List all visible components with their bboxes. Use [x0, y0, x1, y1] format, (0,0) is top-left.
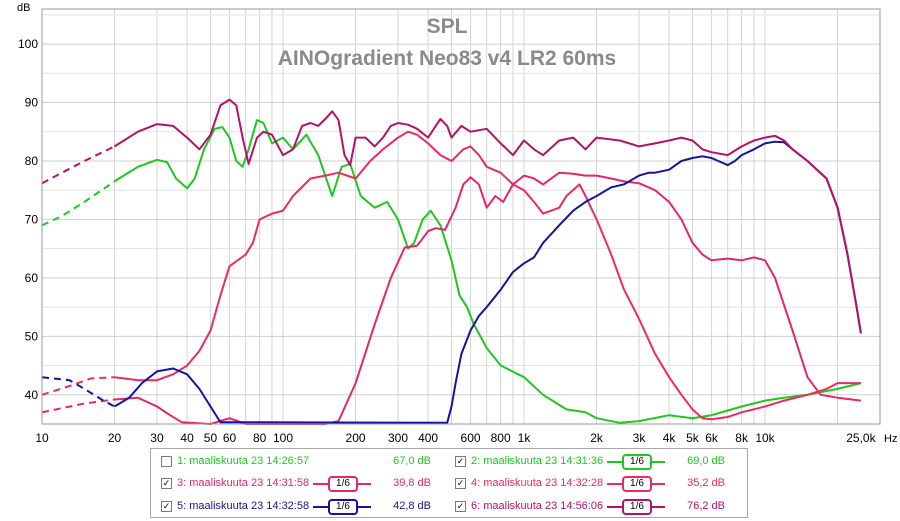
series-line-s5-extrapolated — [41, 376, 115, 408]
x-axis-unit-label: Hz — [884, 433, 897, 445]
x-tick-label: 800 — [491, 431, 511, 445]
x-tick-label: 40 — [180, 431, 194, 445]
x-tick-label: 10 — [35, 431, 49, 445]
grid — [41, 9, 881, 424]
x-tick-label: 1k — [518, 431, 532, 445]
y-tick-label: 40 — [25, 388, 39, 402]
legend-checkbox[interactable]: ✓ — [455, 455, 466, 467]
series-line-s6 — [113, 98, 862, 334]
y-tick-label: 70 — [25, 212, 39, 226]
x-tick-label: 400 — [418, 431, 438, 445]
smoothing-label: 1/6 — [622, 476, 652, 492]
x-tick-label: 4k — [663, 431, 677, 445]
legend-value: 42,8 dB — [393, 500, 431, 512]
x-tick-label: 30 — [150, 431, 164, 445]
series-line-s2-extrapolated — [41, 180, 116, 227]
chart-subtitle: AINOgradient Neo83 v4 LR2 60ms — [278, 47, 616, 70]
legend-label: 2: maaliskuuta 23 14:31:36 — [471, 455, 604, 467]
legend-item-s6[interactable]: ✓ 6: maaliskuuta 23 14:56:06 1/6 76,2 dB — [455, 498, 739, 515]
x-tick-label: 100 — [273, 431, 293, 445]
y-tick-label: 60 — [25, 271, 39, 285]
x-tick-label: 8k — [735, 431, 749, 445]
smoothing-label: 1/6 — [622, 499, 652, 515]
x-tick-label: 6k — [705, 431, 719, 445]
plot-frame — [41, 8, 881, 425]
smoothing-label: 1/6 — [328, 499, 358, 515]
x-tick-label: 50 — [204, 431, 218, 445]
legend-label: 5: maaliskuuta 23 14:32:58 — [177, 500, 310, 512]
x-tick-label: 5k — [686, 431, 700, 445]
legend-item-s4[interactable]: ✓ 4: maaliskuuta 23 14:32:28 1/6 35,2 dB — [455, 475, 739, 492]
chart-title: SPL — [427, 15, 468, 38]
smoothing-label: 1/6 — [328, 476, 358, 492]
series-line-s4-extrapolated — [41, 376, 115, 396]
series-line-s6-extrapolated — [41, 145, 115, 185]
legend-value: 35,2 dB — [687, 477, 725, 489]
x-tick-label: 80 — [253, 431, 267, 445]
legend-item-s5[interactable]: ✓ 5: maaliskuuta 23 14:32:58 1/6 42,8 dB — [161, 498, 445, 515]
legend-value: 67,0 dB — [393, 455, 431, 467]
smoothing-indicator[interactable]: 1/6 — [607, 499, 665, 515]
legend-value: 76,2 dB — [687, 500, 725, 512]
legend-item-s1[interactable]: 1: maaliskuuta 23 14:26:57 67,0 dB — [161, 453, 445, 469]
x-tick-label: 200 — [346, 431, 366, 445]
spl-chart: 10 20 30 40 50 60 80 100 200 300 400 600 800 1k 2k 3k 4k… — [17, 2, 897, 445]
legend: 1: maaliskuuta 23 14:26:57 67,0 dB ✓ 2: maa… — [150, 448, 748, 518]
x-tick-label: 60 — [223, 431, 237, 445]
x-tick-label: 300 — [388, 431, 408, 445]
legend-label: 3: maaliskuuta 23 14:31:58 — [177, 477, 310, 489]
legend-value: 39,8 dB — [393, 477, 431, 489]
y-axis-label: dB — [17, 2, 30, 14]
x-tick-label: 3k — [633, 431, 647, 445]
smoothing-indicator[interactable]: 1/6 — [313, 476, 371, 492]
smoothing-indicator[interactable]: 1/6 — [607, 476, 665, 492]
legend-item-s3[interactable]: ✓ 3: maaliskuuta 23 14:31:58 1/6 39,8 dB — [161, 475, 445, 492]
axis-ticks: 10 20 30 40 50 60 80 100 200 300 400 600 800 1k 2k 3k 4k… — [18, 37, 877, 445]
x-tick-label: 600 — [461, 431, 481, 445]
x-tick-label: 20 — [108, 431, 122, 445]
legend-value: 69,0 dB — [687, 455, 725, 467]
legend-label: 6: maaliskuuta 23 14:56:06 — [471, 500, 604, 512]
series-line-s5 — [113, 140, 862, 424]
legend-checkbox[interactable]: ✓ — [161, 477, 172, 489]
x-tick-label: 25,0k — [846, 431, 876, 445]
legend-item-s2[interactable]: ✓ 2: maaliskuuta 23 14:31:36 1/6 69,0 dB — [455, 453, 739, 470]
legend-checkbox[interactable] — [161, 455, 172, 467]
y-tick-label: 50 — [25, 329, 39, 343]
series-line-s4 — [114, 130, 861, 421]
smoothing-label: 1/6 — [622, 454, 652, 470]
x-tick-label: 10k — [755, 431, 775, 445]
legend-checkbox[interactable]: ✓ — [455, 500, 466, 512]
x-tick-label: 2k — [590, 431, 604, 445]
smoothing-indicator[interactable]: 1/6 — [313, 499, 371, 515]
smoothing-indicator[interactable]: 1/6 — [607, 454, 665, 470]
legend-checkbox[interactable]: ✓ — [161, 500, 172, 512]
y-tick-label: 80 — [25, 154, 39, 168]
y-tick-label: 100 — [18, 37, 38, 51]
legend-checkbox[interactable]: ✓ — [455, 477, 466, 489]
series-line-s3 — [114, 171, 862, 425]
legend-label: 4: maaliskuuta 23 14:32:28 — [471, 477, 604, 489]
series-line-s2 — [113, 119, 862, 424]
series-line-s3-extrapolated — [41, 398, 115, 414]
y-tick-label: 90 — [25, 96, 39, 110]
legend-label: 1: maaliskuuta 23 14:26:57 — [177, 455, 310, 467]
